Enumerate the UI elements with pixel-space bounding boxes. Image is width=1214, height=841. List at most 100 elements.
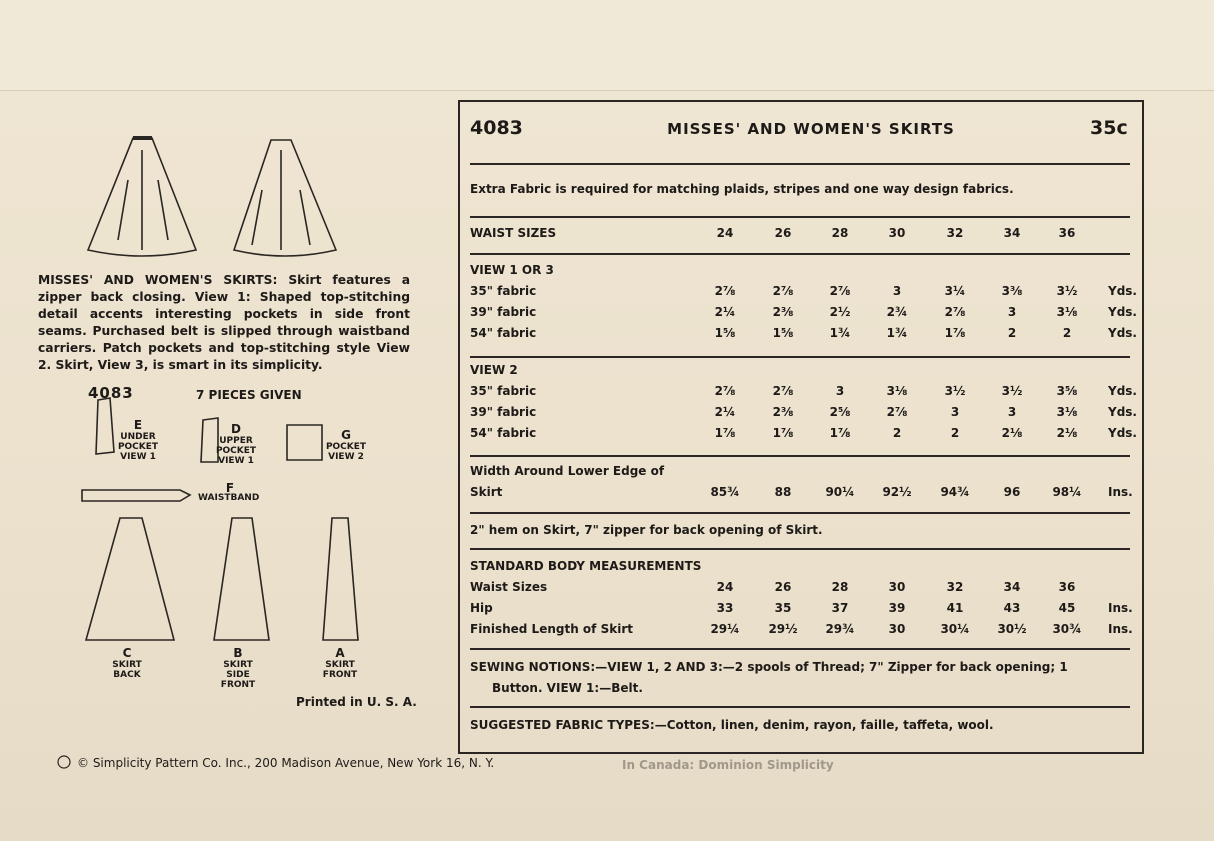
cell: 2¼ — [714, 305, 736, 319]
piece-letter: F — [225, 481, 235, 495]
waist-size: 36 — [1058, 226, 1076, 240]
waist-size: 26 — [774, 226, 792, 240]
piece-f — [81, 489, 192, 502]
cell: 3½ — [1056, 284, 1078, 298]
piece-a — [322, 517, 359, 641]
piece-label: UNDER — [120, 432, 156, 442]
cell: 1⅝ — [772, 326, 794, 340]
waist-size: 30 — [888, 226, 906, 240]
rule — [470, 648, 1130, 650]
cell: 28 — [831, 580, 849, 594]
row-label: Hip — [470, 601, 493, 615]
cell: 1⅝ — [714, 326, 736, 340]
row-label: Width Around Lower Edge of — [470, 464, 665, 478]
cell: 2⅞ — [886, 405, 908, 419]
piece-label: WAISTBAND — [198, 493, 260, 503]
piece-g — [286, 424, 323, 461]
cell: 98¼ — [1052, 485, 1082, 499]
pieces-number: 4083 — [88, 384, 134, 402]
pattern-title: MISSES' AND WOMEN'S SKIRTS — [667, 120, 955, 138]
piece-label: SKIRT — [325, 660, 355, 670]
piece-label: VIEW 1 — [120, 452, 156, 462]
cell: 30 — [888, 622, 906, 636]
cell: 37 — [831, 601, 849, 615]
cell: 2⅜ — [772, 305, 794, 319]
skirt-sketch — [232, 139, 338, 257]
envelope-flap — [0, 0, 1214, 91]
suggested-fabrics: SUGGESTED FABRIC TYPES:—Cotton, linen, d… — [470, 718, 994, 732]
waist-size: 32 — [946, 226, 964, 240]
info-table-frame — [458, 100, 1144, 754]
cell: 36 — [1058, 580, 1076, 594]
cell: 34 — [1003, 580, 1021, 594]
cell: 45 — [1058, 601, 1076, 615]
cell: 2⅞ — [714, 284, 736, 298]
rule — [470, 455, 1130, 457]
unit: Yds. — [1108, 426, 1137, 440]
cell: 26 — [774, 580, 792, 594]
rule — [470, 356, 1130, 358]
pieces-count: 7 PIECES GIVEN — [196, 388, 302, 402]
cell: 3¼ — [944, 284, 966, 298]
piece-label: FRONT — [220, 680, 256, 690]
cell: 3½ — [1001, 384, 1023, 398]
cell: 30¼ — [940, 622, 970, 636]
cell: 3⅛ — [1056, 305, 1078, 319]
unit: Yds. — [1108, 326, 1137, 340]
rule — [470, 216, 1130, 218]
cell: 3⅛ — [886, 384, 908, 398]
cell: 30 — [888, 580, 906, 594]
cell: 41 — [946, 601, 964, 615]
cell: 1⅞ — [772, 426, 794, 440]
unit: Ins. — [1108, 485, 1133, 499]
cell: 1⅞ — [829, 426, 851, 440]
row-label: 39" fabric — [470, 305, 537, 319]
piece-e — [95, 397, 115, 455]
unit: Ins. — [1108, 622, 1133, 636]
row-label: 54" fabric — [470, 326, 537, 340]
description: MISSES' AND WOMEN'S SKIRTS: Skirt featur… — [38, 272, 410, 374]
cell: 2½ — [829, 305, 851, 319]
cell: 2⅞ — [714, 384, 736, 398]
waist-size: 28 — [831, 226, 849, 240]
description-text: Skirt features a zipper back closing. Vi… — [38, 273, 410, 372]
piece-label: POCKET — [117, 442, 159, 452]
row-label: 54" fabric — [470, 426, 537, 440]
canada-note: In Canada: Dominion Simplicity — [622, 758, 834, 772]
piece-label: UPPER — [219, 436, 253, 446]
row-label: Skirt — [470, 485, 503, 499]
cell: 85¾ — [710, 485, 740, 499]
skirt-sketch — [86, 137, 198, 257]
cell: 2⅜ — [772, 405, 794, 419]
cell: 88 — [774, 485, 792, 499]
rule — [470, 548, 1130, 550]
cell: 96 — [1003, 485, 1021, 499]
cell: 2⅛ — [1056, 426, 1078, 440]
piece-letter: G — [341, 428, 351, 442]
piece-label: POCKET — [215, 446, 257, 456]
unit: Yds. — [1108, 305, 1137, 319]
hem-note: 2" hem on Skirt, 7" zipper for back open… — [470, 523, 823, 537]
cell: 29¾ — [825, 622, 855, 636]
cell: 1⅞ — [714, 426, 736, 440]
cell: 33 — [716, 601, 734, 615]
cell: 94¾ — [940, 485, 970, 499]
cell: 32 — [946, 580, 964, 594]
printed-in: Printed in U. S. A. — [296, 695, 417, 709]
seam-lines — [117, 150, 169, 250]
cell: 3 — [1007, 305, 1017, 319]
cell: 43 — [1003, 601, 1021, 615]
rule — [470, 253, 1130, 255]
waist-size: 34 — [1003, 226, 1021, 240]
cell: 2¼ — [714, 405, 736, 419]
section-title: VIEW 2 — [470, 363, 518, 377]
cell: 90¼ — [825, 485, 855, 499]
piece-b — [213, 517, 270, 641]
cell: 2⅞ — [772, 284, 794, 298]
cell: 29¼ — [710, 622, 740, 636]
cell: 35 — [774, 601, 792, 615]
unit: Yds. — [1108, 384, 1137, 398]
cell: 2 — [1007, 326, 1017, 340]
piece-label: SIDE — [226, 670, 250, 680]
waist-sizes-label: WAIST SIZES — [470, 226, 557, 240]
